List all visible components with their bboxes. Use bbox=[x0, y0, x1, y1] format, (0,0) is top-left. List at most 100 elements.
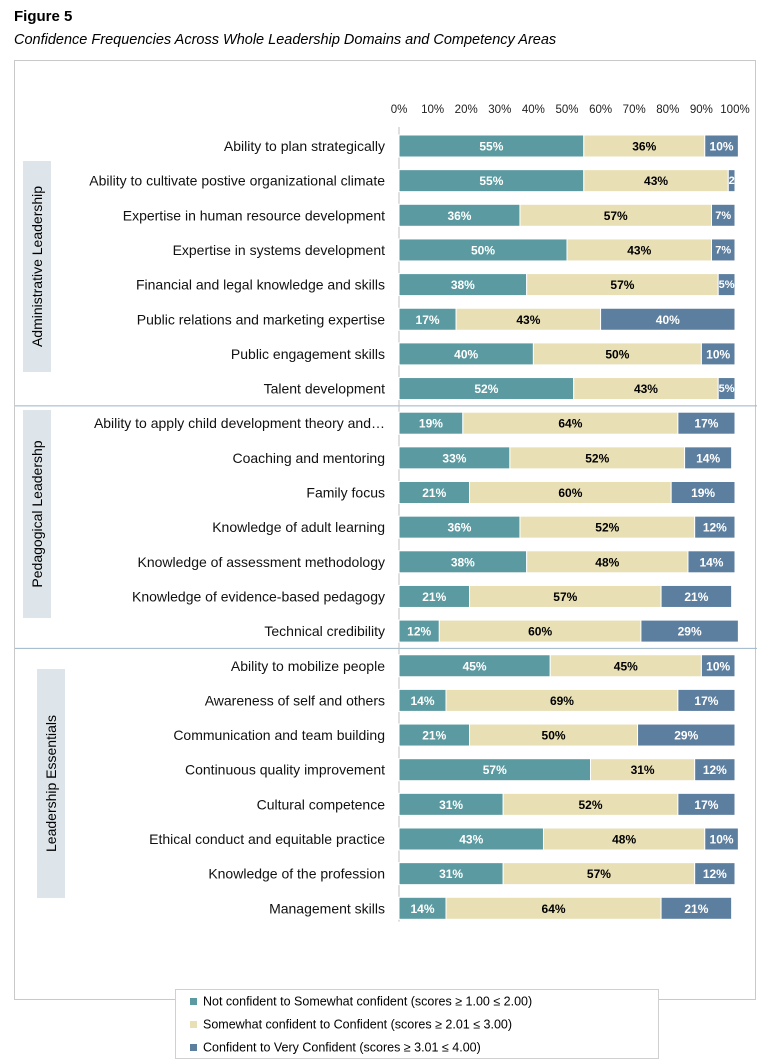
data-label: 33% bbox=[442, 451, 466, 465]
data-label: 64% bbox=[542, 902, 566, 916]
bar-segment bbox=[677, 688, 736, 712]
bar-segment bbox=[660, 584, 733, 608]
data-label: 29% bbox=[674, 729, 698, 743]
bar-segment bbox=[704, 134, 739, 158]
legend-item-confident: Confident to Very Confident (scores ≥ 3.… bbox=[190, 1040, 481, 1055]
data-label: 19% bbox=[419, 417, 443, 431]
data-label: 12% bbox=[703, 867, 727, 881]
category-label: Knowledge of evidence-based pedagogy bbox=[132, 588, 385, 604]
x-tick-label: 60% bbox=[589, 104, 612, 116]
data-label: 52% bbox=[474, 382, 498, 396]
bar-segment bbox=[704, 827, 739, 851]
group-label-0: Administrative Leadership bbox=[29, 186, 45, 347]
x-tick-label: 70% bbox=[623, 104, 646, 116]
group-label-1: Pedagogical Leadershp bbox=[29, 440, 45, 587]
data-label: 45% bbox=[463, 659, 487, 673]
category-label: Cultural competence bbox=[257, 796, 386, 812]
data-label: 50% bbox=[471, 243, 495, 257]
category-label: Talent development bbox=[264, 381, 386, 397]
data-label: 7% bbox=[715, 210, 731, 222]
chart-frame: Administrative Leadership Pedagogical Lea… bbox=[14, 60, 757, 1059]
data-label: 52% bbox=[579, 798, 603, 812]
data-label: 19% bbox=[691, 486, 715, 500]
figure-label: Figure 5 bbox=[14, 8, 73, 25]
category-label: Ability to apply child development theor… bbox=[94, 415, 385, 431]
category-label: Awareness of self and others bbox=[205, 692, 385, 708]
data-label: 48% bbox=[612, 833, 636, 847]
data-label: 57% bbox=[604, 209, 628, 223]
data-label: 21% bbox=[422, 590, 446, 604]
x-tick-label: 80% bbox=[656, 104, 679, 116]
x-tick-label: 10% bbox=[421, 104, 444, 116]
bar-segment bbox=[710, 203, 736, 227]
data-label: 10% bbox=[706, 347, 730, 361]
data-label: 36% bbox=[447, 521, 471, 535]
category-label: Management skills bbox=[269, 900, 385, 916]
data-label: 12% bbox=[703, 763, 727, 777]
data-label: 43% bbox=[634, 382, 658, 396]
category-label: Knowledge of the profession bbox=[208, 866, 385, 882]
data-label: 14% bbox=[411, 902, 435, 916]
data-label: 31% bbox=[439, 798, 463, 812]
group-box-0 bbox=[23, 161, 51, 372]
category-label: Ability to cultivate postive organizatio… bbox=[89, 173, 385, 189]
bar-segment bbox=[717, 377, 736, 401]
category-label: Expertise in systems development bbox=[173, 242, 386, 258]
data-label: 64% bbox=[558, 417, 582, 431]
data-label: 14% bbox=[411, 694, 435, 708]
data-label: 17% bbox=[416, 313, 440, 327]
data-label: 55% bbox=[479, 174, 503, 188]
data-label: 21% bbox=[422, 729, 446, 743]
data-label: 43% bbox=[627, 243, 651, 257]
legend-swatch-not-confident bbox=[190, 998, 197, 1006]
bar-segment bbox=[694, 758, 736, 782]
data-label: 38% bbox=[451, 278, 475, 292]
group-box-1 bbox=[23, 410, 51, 618]
bar-segment bbox=[677, 792, 736, 816]
legend-swatch-confident bbox=[190, 1044, 197, 1052]
category-label: Financial and legal knowledge and skills bbox=[136, 277, 385, 293]
category-label: Public relations and marketing expertise bbox=[137, 311, 385, 327]
legend-swatch-somewhat-confident bbox=[190, 1021, 197, 1029]
bar-segment bbox=[694, 515, 736, 539]
data-label: 57% bbox=[587, 867, 611, 881]
category-label: Communication and team building bbox=[173, 727, 385, 743]
x-tick-label: 90% bbox=[690, 104, 713, 116]
data-label: 17% bbox=[694, 694, 718, 708]
bar-segment bbox=[700, 654, 736, 678]
bar-segment bbox=[687, 550, 736, 574]
data-label: 12% bbox=[407, 625, 431, 639]
x-tick-label: 30% bbox=[488, 104, 511, 116]
data-label: 14% bbox=[696, 451, 720, 465]
bar-segment bbox=[684, 446, 733, 470]
data-label: 50% bbox=[605, 347, 629, 361]
data-label: 10% bbox=[706, 659, 730, 673]
data-label: 57% bbox=[553, 590, 577, 604]
x-tick-label: 50% bbox=[555, 104, 578, 116]
data-label: 17% bbox=[694, 417, 718, 431]
data-label: 43% bbox=[516, 313, 540, 327]
category-label: Knowledge of adult learning bbox=[212, 519, 385, 535]
category-label: Knowledge of assessment methodology bbox=[138, 554, 385, 570]
bar-segment bbox=[700, 342, 736, 366]
bar-segment bbox=[637, 723, 736, 747]
legend-item-somewhat-confident: Somewhat confident to Confident (scores … bbox=[190, 1017, 512, 1032]
data-label: 14% bbox=[699, 555, 723, 569]
category-label: Expertise in human resource development bbox=[123, 207, 385, 223]
bar-segment bbox=[694, 862, 736, 886]
category-label: Ethical conduct and equitable practice bbox=[149, 831, 385, 847]
legend-item-not-confident: Not confident to Somewhat confident (sco… bbox=[190, 994, 532, 1009]
data-label: 17% bbox=[694, 798, 718, 812]
data-label: 31% bbox=[439, 867, 463, 881]
data-label: 69% bbox=[550, 694, 574, 708]
bar-segment bbox=[600, 307, 736, 331]
data-label: 43% bbox=[459, 833, 483, 847]
data-label: 10% bbox=[710, 140, 734, 154]
data-label: 38% bbox=[451, 555, 475, 569]
data-label: 5% bbox=[719, 383, 735, 395]
bar-segment bbox=[660, 896, 733, 920]
data-label: 52% bbox=[585, 451, 609, 465]
data-label: 31% bbox=[631, 763, 655, 777]
legend-label-somewhat-confident: Somewhat confident to Confident (scores … bbox=[203, 1017, 513, 1032]
category-label: Continuous quality improvement bbox=[185, 762, 385, 778]
